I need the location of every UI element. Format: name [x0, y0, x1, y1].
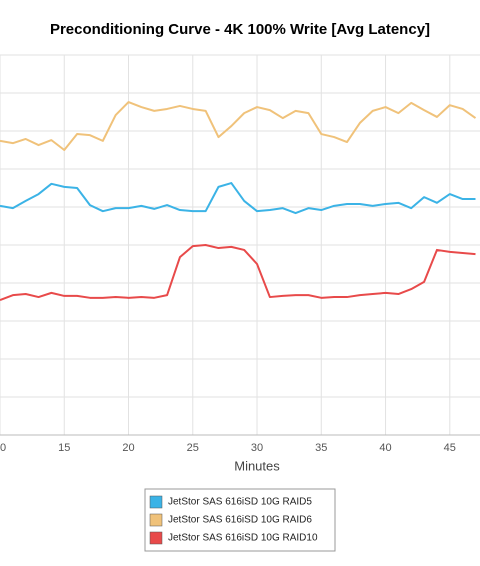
x-tick-label: 45 [444, 442, 456, 454]
series-line [0, 101, 477, 151]
legend-label: JetStor SAS 616iSD 10G RAID10 [168, 533, 318, 544]
x-tick-label: 25 [187, 442, 199, 454]
series-line [0, 182, 476, 215]
legend-swatch [149, 495, 163, 509]
x-tick-label: 15 [58, 442, 70, 454]
chart-title: Preconditioning Curve - 4K 100% Write [A… [50, 21, 430, 38]
legend-label: JetStor SAS 616iSD 10G RAID6 [168, 515, 312, 526]
series-line [0, 244, 476, 302]
x-tick-label: 20 [122, 442, 134, 454]
legend-swatch [149, 513, 163, 527]
legend-box [144, 488, 336, 552]
x-tick-label: 30 [251, 442, 263, 454]
legend-label: JetStor SAS 616iSD 10G RAID5 [168, 497, 312, 508]
legend-swatch [149, 531, 163, 545]
x-tick-label: 10 [0, 442, 6, 454]
x-tick-label: 35 [315, 442, 327, 454]
x-axis-label: Minutes [234, 458, 280, 473]
x-tick-label: 40 [379, 442, 391, 454]
